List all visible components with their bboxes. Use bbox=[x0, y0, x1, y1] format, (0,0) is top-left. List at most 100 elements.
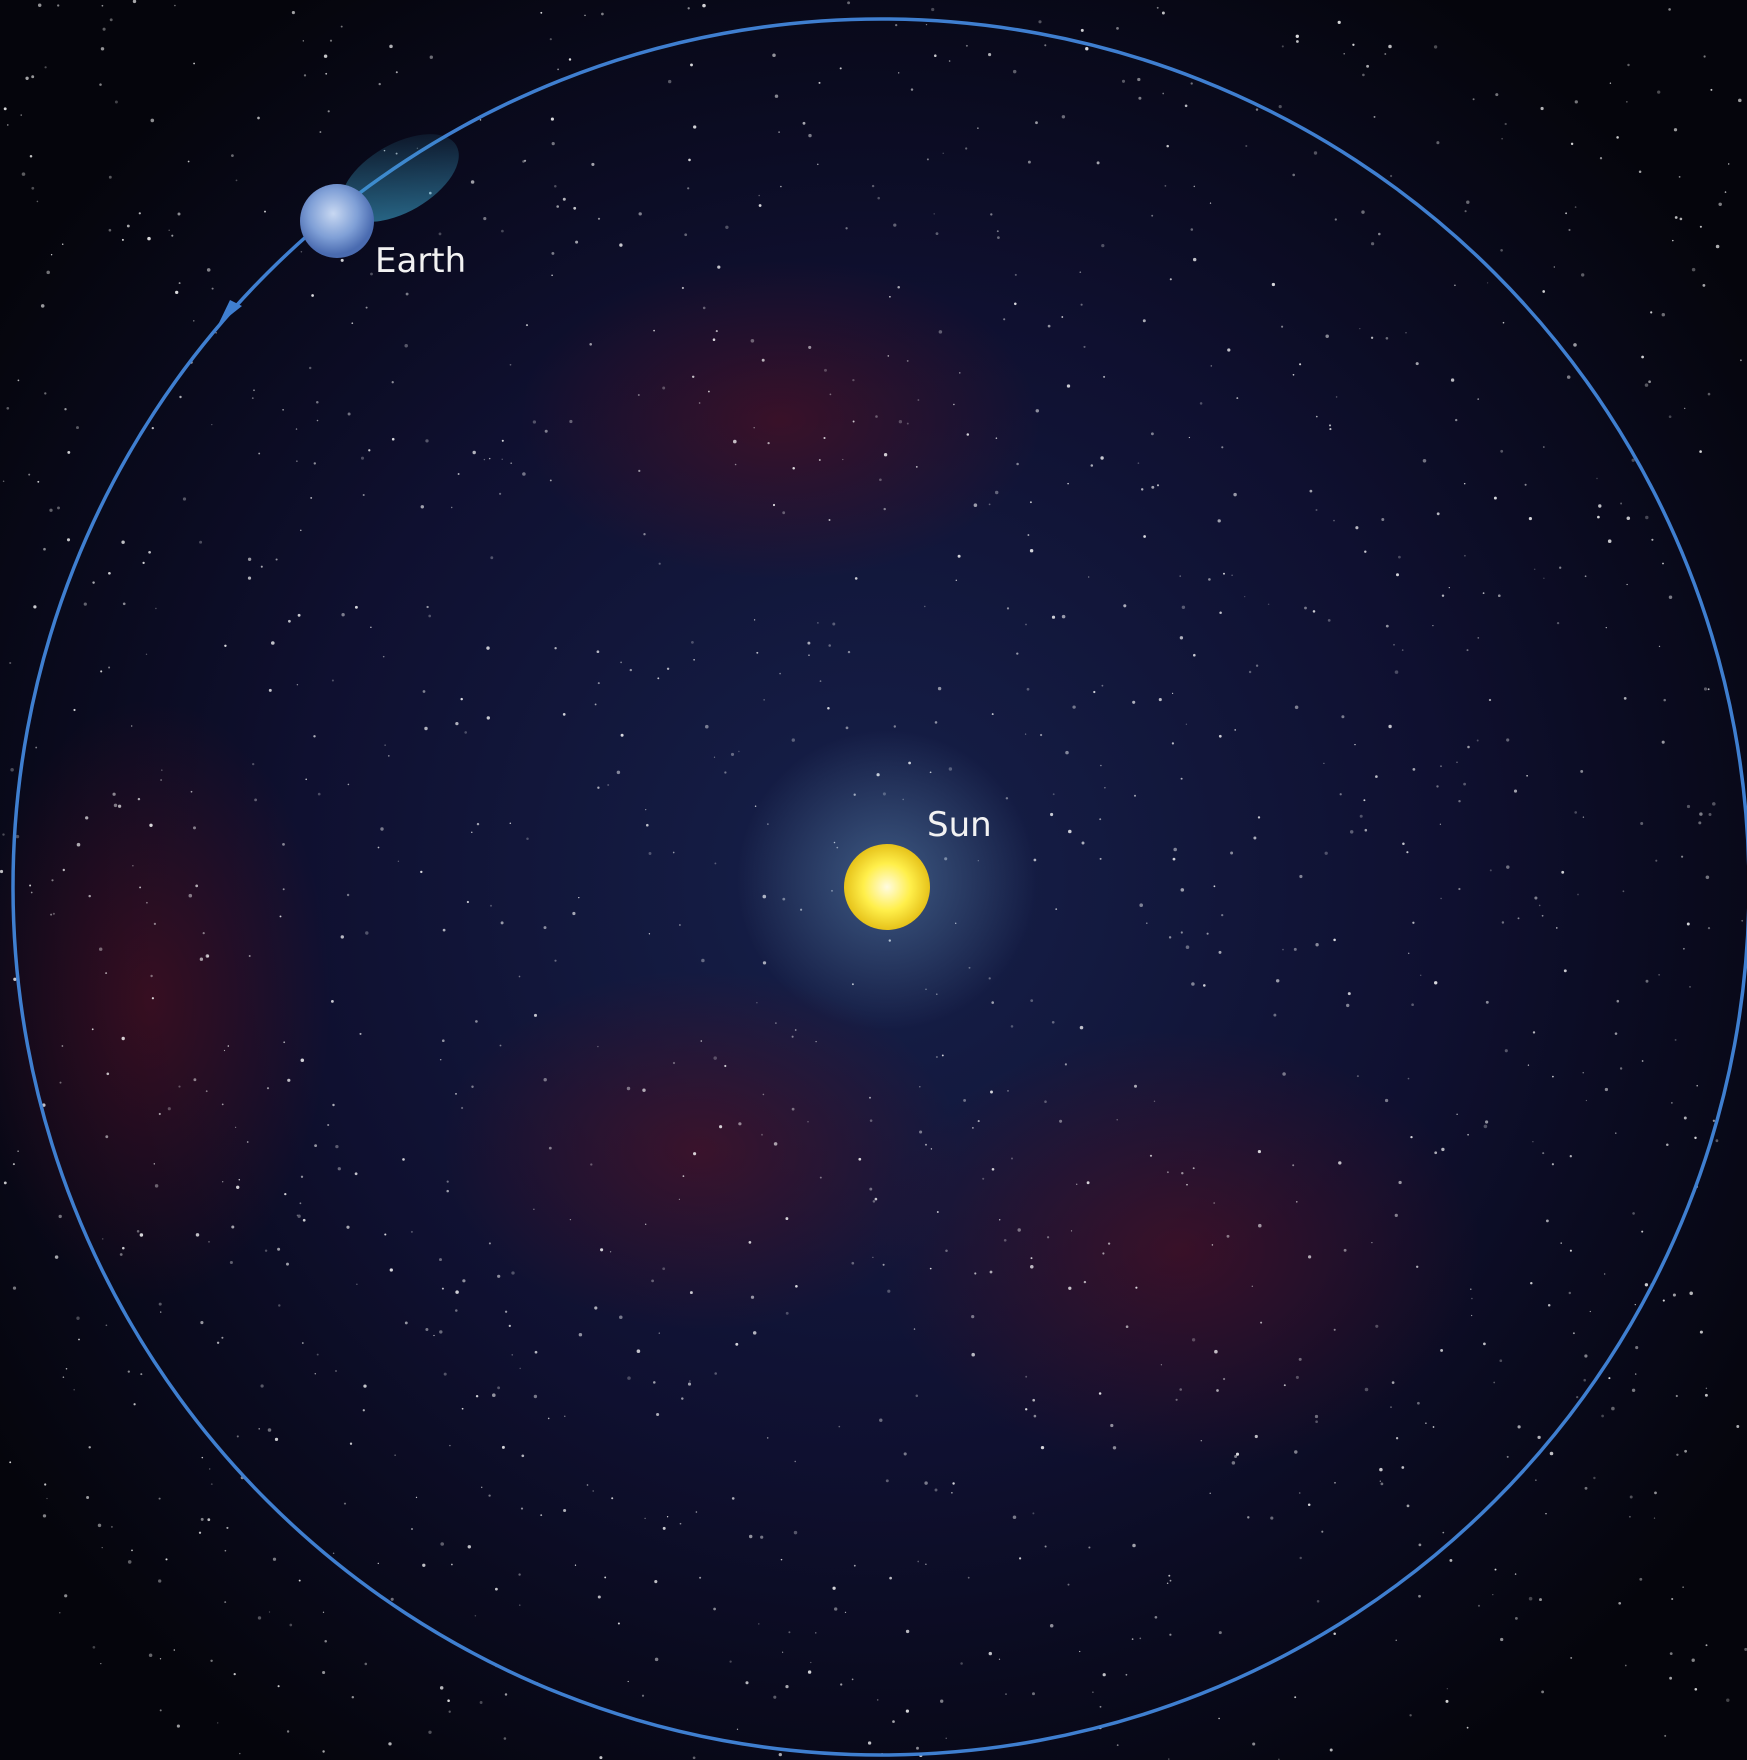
star bbox=[887, 1289, 891, 1293]
star bbox=[1456, 1113, 1458, 1115]
star bbox=[1067, 482, 1069, 485]
star bbox=[1373, 115, 1376, 118]
star bbox=[310, 496, 313, 499]
star bbox=[519, 1604, 521, 1606]
star bbox=[1434, 1151, 1438, 1155]
star bbox=[1669, 1676, 1673, 1680]
star bbox=[1436, 512, 1440, 516]
star bbox=[1346, 1003, 1350, 1008]
star bbox=[1718, 202, 1722, 207]
star bbox=[1418, 1543, 1422, 1547]
star bbox=[1395, 1639, 1397, 1641]
star bbox=[424, 726, 428, 731]
star bbox=[852, 378, 855, 382]
star bbox=[1209, 1492, 1211, 1495]
star bbox=[1608, 1377, 1611, 1380]
star bbox=[207, 1518, 211, 1522]
star bbox=[347, 783, 350, 786]
star bbox=[88, 894, 91, 898]
star bbox=[1030, 999, 1034, 1002]
star bbox=[1703, 55, 1706, 58]
star bbox=[316, 401, 319, 404]
star bbox=[687, 7, 690, 10]
star bbox=[778, 131, 780, 133]
star bbox=[447, 1699, 450, 1702]
star bbox=[714, 862, 717, 865]
star bbox=[1296, 40, 1299, 43]
star bbox=[791, 738, 795, 742]
earth bbox=[300, 184, 374, 258]
star bbox=[9, 661, 12, 665]
star bbox=[990, 1090, 993, 1094]
star bbox=[1171, 692, 1174, 695]
star bbox=[1200, 1439, 1203, 1442]
star bbox=[286, 1730, 290, 1733]
star bbox=[1682, 1586, 1684, 1588]
star bbox=[1257, 1150, 1261, 1154]
star bbox=[44, 392, 47, 395]
star bbox=[1707, 392, 1711, 396]
star bbox=[1166, 1582, 1169, 1585]
star bbox=[1169, 1633, 1172, 1636]
star bbox=[651, 1279, 654, 1283]
star bbox=[554, 959, 557, 962]
star bbox=[915, 466, 918, 468]
star bbox=[1030, 1265, 1034, 1269]
star bbox=[332, 1103, 335, 1107]
star bbox=[76, 426, 79, 430]
star bbox=[554, 647, 557, 650]
star bbox=[146, 901, 148, 904]
star bbox=[1316, 1600, 1320, 1603]
star bbox=[1081, 841, 1085, 845]
star bbox=[1352, 43, 1355, 46]
star bbox=[564, 1415, 566, 1417]
star bbox=[761, 1133, 763, 1136]
star bbox=[1417, 1401, 1420, 1405]
star bbox=[229, 1260, 233, 1265]
star bbox=[1292, 173, 1296, 177]
star bbox=[1218, 734, 1222, 738]
star bbox=[404, 1321, 408, 1325]
star bbox=[266, 1087, 270, 1090]
star bbox=[1582, 1072, 1584, 1074]
star bbox=[331, 679, 334, 682]
star bbox=[1704, 1393, 1708, 1397]
star bbox=[1101, 243, 1105, 248]
star bbox=[322, 1670, 326, 1675]
star bbox=[200, 1517, 204, 1521]
star bbox=[808, 654, 810, 656]
star bbox=[573, 206, 577, 210]
star bbox=[586, 1484, 589, 1486]
star bbox=[945, 1249, 948, 1253]
star bbox=[919, 1086, 921, 1088]
star bbox=[1173, 847, 1177, 852]
star bbox=[1545, 1513, 1547, 1515]
star bbox=[264, 210, 266, 213]
star bbox=[1485, 1000, 1489, 1004]
star bbox=[1604, 1087, 1609, 1092]
star bbox=[705, 724, 709, 729]
star bbox=[717, 265, 721, 269]
star bbox=[971, 1315, 975, 1319]
star bbox=[1158, 698, 1162, 702]
star bbox=[1253, 836, 1257, 840]
star bbox=[3, 107, 7, 111]
star bbox=[1380, 1482, 1384, 1486]
star bbox=[643, 533, 646, 536]
star bbox=[1024, 733, 1027, 735]
star bbox=[323, 54, 328, 58]
star bbox=[1691, 267, 1696, 272]
star bbox=[12, 1286, 17, 1290]
star bbox=[724, 771, 727, 774]
star bbox=[483, 458, 486, 461]
star bbox=[808, 133, 812, 138]
star bbox=[1574, 206, 1577, 208]
star bbox=[991, 1167, 995, 1171]
star bbox=[402, 1158, 405, 1161]
star bbox=[1631, 458, 1635, 462]
star bbox=[1298, 1357, 1302, 1361]
star bbox=[1035, 409, 1040, 413]
star bbox=[925, 1563, 927, 1565]
star bbox=[1712, 1119, 1716, 1122]
star bbox=[1168, 1574, 1171, 1577]
